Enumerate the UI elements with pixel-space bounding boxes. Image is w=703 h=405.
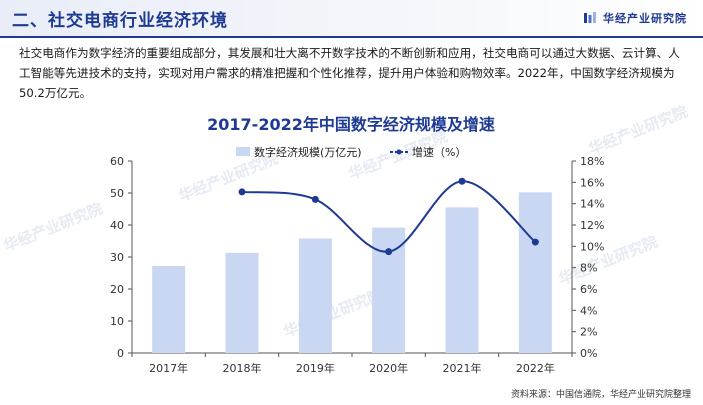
left-tick-label: 20 [110,283,124,296]
right-tick-label: 16% [580,176,604,189]
x-tick-label: 2017年 [149,361,188,375]
watermark-text: 华经产业研究院 [281,285,385,341]
right-tick-label: 12% [580,219,604,232]
right-tick-label: 8% [580,262,597,275]
brand-logo-icon [584,12,596,23]
watermark-text: 华经产业研究院 [586,102,690,158]
legend-label-bar: 数字经济规模(万亿元) [254,145,362,159]
left-tick-label: 0 [117,347,124,360]
x-tick-label: 2018年 [223,361,262,375]
page-title: 二、社交电商行业经济环境 [12,11,228,31]
source-note: 资料来源：中国信通院，华经产业研究院整理 [510,390,691,400]
growth-rate-point [238,188,246,196]
right-tick-label: 6% [580,283,597,296]
left-tick-label: 10 [110,315,124,328]
intro-paragraph: 社交电商作为数字经济的重要组成部分，其发展和壮大离不开数字技术的不断创新和应用，… [19,46,680,100]
x-tick-label: 2022年 [516,361,555,375]
right-tick-label: 18% [580,155,604,168]
legend-label-line: 增速（%） [412,145,466,159]
legend-swatch-bar [236,147,250,156]
brand: 华经产业研究院 [583,10,687,26]
legend-swatch-marker [396,149,402,155]
right-tick-label: 10% [580,240,604,253]
growth-rate-point [385,248,393,256]
bar [152,265,186,353]
x-tick-label: 2020年 [369,361,408,375]
brand-name: 华经产业研究院 [603,12,687,25]
right-tick-label: 14% [580,198,604,211]
growth-rate-point [458,177,466,185]
right-tick-label: 0% [580,347,597,360]
x-tick-label: 2019年 [296,361,335,375]
header-divider [0,36,703,38]
bar [518,192,552,353]
x-tick-label: 2021年 [443,361,482,375]
left-tick-label: 60 [110,155,124,168]
left-tick-label: 50 [110,187,124,200]
left-tick-label: 40 [110,219,124,232]
chart-title: 2017-2022年中国数字经济规模及增速 [207,115,495,134]
growth-rate-point [531,238,539,246]
bar [445,207,479,353]
left-tick-label: 30 [110,251,124,264]
growth-rate-point [311,195,319,203]
right-tick-label: 4% [580,304,597,317]
right-tick-label: 2% [580,326,597,339]
bar [298,238,332,353]
bar [225,252,259,353]
watermark-text: 华经产业研究院 [1,199,105,255]
